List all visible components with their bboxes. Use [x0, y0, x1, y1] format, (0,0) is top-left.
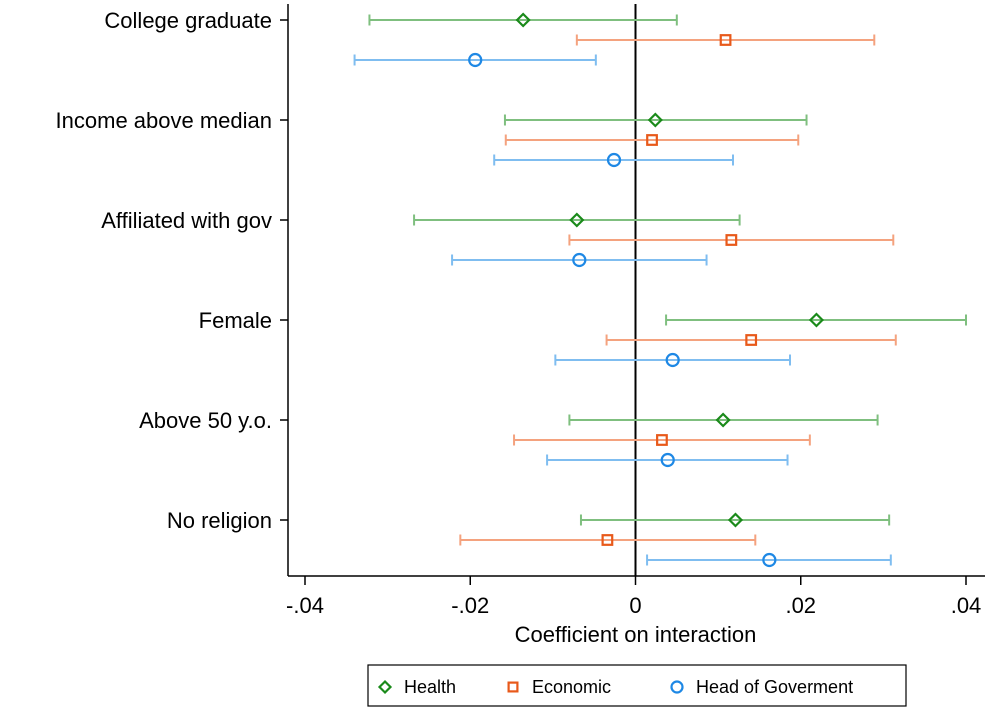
y-category-label: Income above median — [56, 108, 272, 133]
diamond-point-marker — [515, 12, 531, 28]
legend: Health Economic Head of Goverment — [367, 664, 907, 707]
diamond-point-marker — [715, 412, 731, 428]
y-category-label: Female — [199, 308, 272, 333]
x-tick-label: .02 — [785, 593, 816, 618]
y-axis-category-labels: College graduate Income above median Affil… — [56, 8, 288, 533]
diamond-point-marker — [569, 212, 585, 228]
legend-box — [367, 664, 907, 707]
x-axis-ticks: -.04 -.02 0 .02 .04 — [286, 576, 981, 618]
circle-point-marker — [762, 552, 777, 568]
square-point-marker — [745, 334, 758, 346]
legend-label: Health — [404, 677, 456, 697]
circle-point-marker — [660, 452, 675, 468]
confidence-intervals — [353, 14, 967, 566]
circle-legend-icon — [670, 680, 684, 694]
point-estimates — [468, 12, 825, 568]
legend-label: Head of Goverment — [696, 677, 853, 697]
square-legend-icon — [507, 681, 519, 693]
square-point-marker — [656, 434, 668, 446]
circle-point-marker — [665, 352, 680, 368]
square-point-marker — [646, 134, 658, 146]
y-category-label: Above 50 y.o. — [139, 408, 272, 433]
circle-point-marker — [606, 152, 622, 168]
axes — [287, 4, 985, 577]
diamond-legend-icon — [377, 679, 393, 695]
square-point-marker — [601, 534, 614, 546]
diamond-point-marker — [727, 512, 744, 528]
y-category-label: College graduate — [104, 8, 272, 33]
square-point-marker — [719, 34, 732, 46]
x-tick-label: -.02 — [451, 593, 489, 618]
circle-point-marker — [572, 252, 587, 268]
y-category-label: No religion — [167, 508, 272, 533]
diamond-point-marker — [647, 112, 663, 128]
square-point-marker — [725, 234, 738, 246]
circle-point-marker — [468, 52, 483, 68]
x-axis-title: Coefficient on interaction — [515, 622, 757, 647]
legend-label: Economic — [532, 677, 611, 697]
y-category-label: Affiliated with gov — [101, 208, 272, 233]
diamond-point-marker — [808, 312, 825, 328]
x-tick-label: .04 — [951, 593, 982, 618]
x-tick-label: 0 — [629, 593, 641, 618]
x-tick-label: -.04 — [286, 593, 324, 618]
